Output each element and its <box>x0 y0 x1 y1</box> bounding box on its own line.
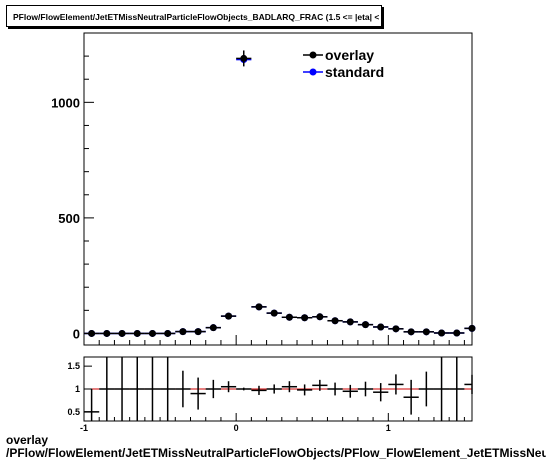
overlay-point <box>301 314 309 322</box>
overlay-point <box>103 329 111 337</box>
overlay-point <box>133 329 141 337</box>
overlay-point <box>422 328 430 336</box>
y-tick-label: 500 <box>58 211 80 226</box>
overlay-point <box>118 329 126 337</box>
legend-marker <box>309 68 317 76</box>
overlay-point <box>346 318 354 326</box>
main-plot-frame <box>83 32 473 346</box>
overlay-point <box>270 309 278 317</box>
main-plot-panel: 0 500 1000 <box>51 32 476 346</box>
overlay-point <box>194 328 202 336</box>
overlay-point <box>438 329 446 337</box>
overlay-point <box>240 54 248 62</box>
overlay-point <box>88 329 96 337</box>
overlay-point <box>164 329 172 337</box>
ratio-x-tick-label: 1 <box>386 423 391 433</box>
legend-label: standard <box>325 64 384 80</box>
ratio-y-tick-label: 1 <box>75 384 80 394</box>
overlay-point <box>148 329 156 337</box>
overlay-point <box>468 324 476 332</box>
y-tick-label: 0 <box>73 326 80 341</box>
overlay-point <box>453 329 461 337</box>
overlay-point <box>316 313 324 321</box>
footer-label: overlay <box>6 433 49 447</box>
overlay-point <box>407 328 415 336</box>
overlay-point <box>225 312 233 320</box>
y-tick-label: 1000 <box>51 95 80 110</box>
overlay-point <box>392 325 400 333</box>
footer-path: /PFlow/FlowElement/JetETMissNeutralParti… <box>6 446 546 460</box>
overlay-point <box>331 317 339 325</box>
overlay-point <box>361 321 369 329</box>
chart-title: PFlow/FlowElement/JetETMissNeutralPartic… <box>6 5 382 27</box>
ratio-x-tick-label: 0 <box>234 423 239 433</box>
overlay-point <box>209 324 217 332</box>
legend-marker <box>309 51 317 59</box>
overlay-point <box>255 303 263 311</box>
ratio-x-tick-label: -1 <box>80 423 88 433</box>
ratio-plot-panel: 0.5 1 1.5 -1 0 1 <box>67 356 473 433</box>
ratio-y-tick-label: 1.5 <box>67 361 80 371</box>
ratio-y-tick-label: 0.5 <box>67 407 80 417</box>
overlay-point <box>377 323 385 331</box>
overlay-point <box>285 313 293 321</box>
overlay-point <box>179 328 187 336</box>
legend-label: overlay <box>325 47 374 63</box>
